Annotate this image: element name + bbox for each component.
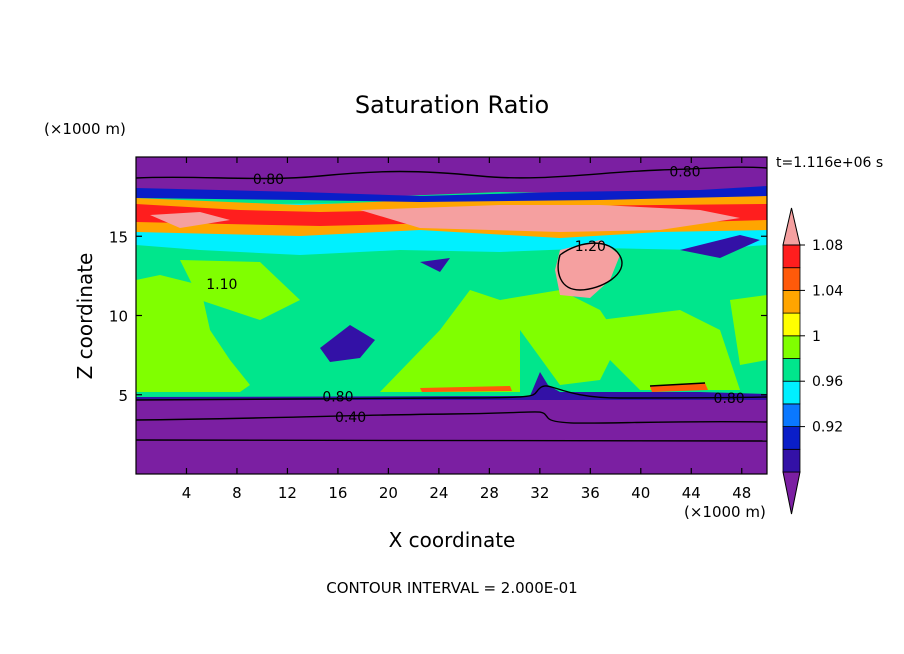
y-unit-label: (×1000 m) <box>44 120 126 138</box>
colorbar-max-arrow <box>782 207 801 246</box>
colorbar-swatch-6 <box>782 335 801 359</box>
dry-intrusion-center <box>320 325 375 362</box>
colorbar-swatch-7 <box>782 312 801 337</box>
dry-intrusion-left <box>420 258 450 272</box>
colorbar-label-1: 0.96 <box>812 374 843 390</box>
dry-intrusion-right <box>680 235 760 258</box>
colorbar-swatch-2 <box>782 426 801 450</box>
colorbar-label-0: 0.92 <box>812 420 843 436</box>
colorbar-swatch-5 <box>782 358 801 382</box>
x-tick-label-7: 32 <box>530 484 549 502</box>
green-region-upper-left <box>180 260 300 320</box>
colorbar-swatch-8 <box>782 289 801 314</box>
colorbar-label-3: 1.04 <box>812 283 843 299</box>
colorbar-label-2: 1 <box>812 329 821 345</box>
colorbar-min-arrow <box>782 471 801 515</box>
green-region-right <box>600 310 740 390</box>
contour-label-0: 0.80 <box>253 172 284 188</box>
y-axis-label: Z coordinate <box>73 253 97 380</box>
x-tick-label-2: 12 <box>278 484 297 502</box>
x-tick-label-8: 36 <box>581 484 600 502</box>
colorbar-swatch-9 <box>782 267 801 291</box>
contour-streak-right <box>649 382 706 387</box>
y-tick-label-0: 5 <box>118 387 128 405</box>
contour-label-1: 0.80 <box>669 164 700 180</box>
heatmap-field <box>136 157 767 474</box>
green-region-center <box>380 290 520 392</box>
contour-label-5: 0.80 <box>714 391 745 407</box>
x-tick-label-3: 16 <box>328 484 347 502</box>
y-tick-label-2: 15 <box>109 228 128 246</box>
contour-bottom-deep <box>136 439 767 442</box>
x-axis-label: X coordinate <box>389 528 516 552</box>
contour-labels: 0.80 0.80 1.20 1.10 0.80 0.80 0.40 <box>206 164 744 426</box>
pink-patch-left <box>150 212 230 228</box>
x-tick-label-0: 4 <box>182 484 192 502</box>
contour-bottom-040 <box>136 411 767 424</box>
lower-layer-top-edge <box>136 372 767 400</box>
green-region-far-right <box>730 295 767 365</box>
bottom-left-red-streak <box>420 386 512 392</box>
time-label: t=1.116e+06 s <box>776 155 883 171</box>
x-tick-label-1: 8 <box>232 484 242 502</box>
colorbar-label-4: 1.08 <box>812 238 843 254</box>
colorbar-swatch-1 <box>782 448 801 473</box>
colorbar-swatch-3 <box>782 403 801 427</box>
y-axis: 5 10 15 <box>109 228 767 405</box>
contour-lines <box>136 166 767 442</box>
top-dry-band <box>136 157 767 196</box>
x-axis: 4 8 12 16 20 24 28 32 36 40 44 48 <box>182 157 751 502</box>
x-tick-label-5: 24 <box>429 484 448 502</box>
chart-title: Saturation Ratio <box>355 91 549 119</box>
colorbar-swatch-10 <box>782 244 801 269</box>
x-tick-label-9: 40 <box>631 484 650 502</box>
contour-label-6: 0.40 <box>335 410 366 426</box>
colorbar: 0.92 0.96 1 1.04 1.08 <box>782 207 843 515</box>
x-tick-label-6: 28 <box>480 484 499 502</box>
pink-patch-right <box>360 205 740 232</box>
x-tick-label-4: 20 <box>379 484 398 502</box>
contour-label-2: 1.20 <box>575 239 606 255</box>
contour-cloud-center <box>557 242 623 291</box>
green-region-mid <box>500 290 620 385</box>
contour-label-4: 0.80 <box>322 389 353 405</box>
contour-bottom-080 <box>136 385 767 401</box>
contour-top <box>136 166 767 180</box>
top-blue-edge <box>136 186 767 202</box>
y-tick-label-1: 10 <box>109 308 128 326</box>
x-tick-label-10: 44 <box>682 484 701 502</box>
lower-dry-layer <box>136 398 767 474</box>
contour-interval-note: CONTOUR INTERVAL = 2.000E-01 <box>326 579 577 597</box>
colorbar-swatch-4 <box>782 380 801 405</box>
x-tick-label-11: 48 <box>732 484 751 502</box>
green-region-left <box>136 275 250 392</box>
x-unit-label: (×1000 m) <box>684 503 766 521</box>
contour-label-3: 1.10 <box>206 277 237 293</box>
